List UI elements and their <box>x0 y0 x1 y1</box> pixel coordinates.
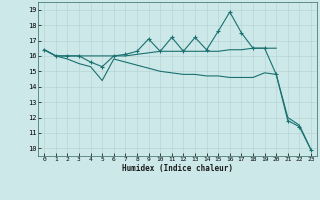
X-axis label: Humidex (Indice chaleur): Humidex (Indice chaleur) <box>122 164 233 173</box>
